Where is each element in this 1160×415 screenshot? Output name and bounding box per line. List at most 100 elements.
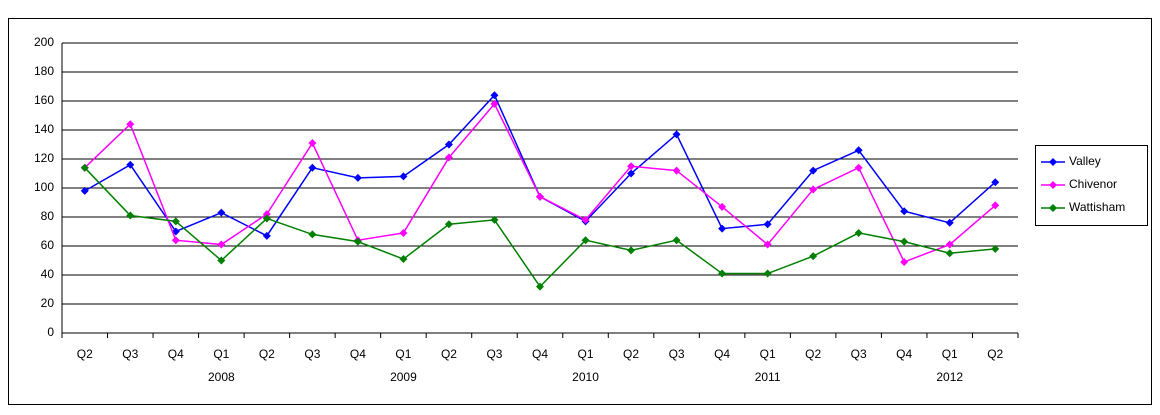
data-point xyxy=(945,218,954,227)
x-tick-label: Q2 xyxy=(623,347,639,361)
data-point xyxy=(217,256,226,265)
data-point xyxy=(672,130,681,139)
data-point xyxy=(80,186,89,195)
legend-marker xyxy=(1049,204,1057,212)
data-point xyxy=(763,269,772,278)
data-point xyxy=(444,140,453,149)
data-point xyxy=(718,224,727,233)
x-tick-label: Q2 xyxy=(77,347,93,361)
data-point xyxy=(581,236,590,245)
year-label: 2011 xyxy=(755,370,781,384)
year-label: 2008 xyxy=(208,370,235,384)
data-point xyxy=(490,99,499,108)
y-tick-label: 20 xyxy=(41,296,55,310)
y-tick-label: 200 xyxy=(34,35,54,49)
data-point xyxy=(171,217,180,226)
x-tick-label: Q4 xyxy=(168,347,184,361)
data-point xyxy=(627,246,636,255)
data-point xyxy=(80,163,89,172)
y-tick-label: 0 xyxy=(47,325,54,339)
legend-label: Valley xyxy=(1069,154,1101,168)
year-label: 2009 xyxy=(390,370,417,384)
x-tick-label: Q4 xyxy=(714,347,730,361)
y-tick-label: 160 xyxy=(34,93,54,107)
data-point xyxy=(900,207,909,216)
legend-marker xyxy=(1049,158,1057,166)
x-tick-label: Q2 xyxy=(259,347,275,361)
data-point xyxy=(854,146,863,155)
x-tick-label: Q3 xyxy=(669,347,685,361)
x-tick-label: Q2 xyxy=(987,347,1003,361)
data-point xyxy=(308,139,317,148)
data-point xyxy=(991,201,1000,210)
x-tick-label: Q2 xyxy=(441,347,457,361)
data-point xyxy=(399,255,408,264)
data-point xyxy=(399,228,408,237)
data-point xyxy=(672,236,681,245)
data-point xyxy=(126,120,135,129)
x-tick-label: Q1 xyxy=(578,347,594,361)
data-point xyxy=(444,153,453,162)
year-label: 2010 xyxy=(572,370,599,384)
data-point xyxy=(490,91,499,100)
y-tick-label: 80 xyxy=(41,209,55,223)
data-point xyxy=(627,162,636,171)
x-tick-label: Q1 xyxy=(395,347,411,361)
x-tick-label: Q4 xyxy=(350,347,366,361)
data-point xyxy=(444,220,453,229)
data-point xyxy=(718,269,727,278)
data-point xyxy=(627,169,636,178)
data-point xyxy=(718,202,727,211)
x-tick-label: Q3 xyxy=(486,347,502,361)
data-point xyxy=(171,236,180,245)
data-point xyxy=(217,240,226,249)
data-point xyxy=(217,208,226,217)
x-tick-label: Q3 xyxy=(304,347,320,361)
data-point xyxy=(262,214,271,223)
data-point xyxy=(809,185,818,194)
x-tick-label: Q1 xyxy=(942,347,958,361)
x-tick-label: Q1 xyxy=(213,347,229,361)
y-tick-label: 40 xyxy=(41,267,55,281)
data-point xyxy=(763,240,772,249)
data-point xyxy=(991,244,1000,253)
y-tick-label: 180 xyxy=(34,64,54,78)
data-point xyxy=(536,192,544,201)
x-tick-label: Q3 xyxy=(851,347,867,361)
data-point xyxy=(536,282,544,291)
x-tick-label: Q3 xyxy=(122,347,138,361)
data-point xyxy=(308,163,317,172)
y-tick-label: 100 xyxy=(34,180,54,194)
chart-frame xyxy=(8,18,1152,405)
data-point xyxy=(126,211,135,220)
year-label: 2012 xyxy=(936,370,963,384)
legend-label: Chivenor xyxy=(1069,177,1117,191)
data-point xyxy=(763,220,772,229)
data-point xyxy=(308,230,317,239)
y-tick-label: 120 xyxy=(34,151,54,165)
data-point xyxy=(854,163,863,172)
data-point xyxy=(900,257,909,266)
y-tick-label: 60 xyxy=(41,238,55,252)
legend-marker xyxy=(1049,181,1057,189)
data-point xyxy=(900,237,909,246)
data-point xyxy=(126,160,135,169)
legend-label: Wattisham xyxy=(1069,200,1125,214)
data-point xyxy=(262,231,271,240)
data-point xyxy=(809,166,818,175)
data-point xyxy=(353,173,362,182)
data-point xyxy=(854,228,863,237)
data-point xyxy=(399,172,408,181)
x-tick-label: Q4 xyxy=(532,347,548,361)
data-point xyxy=(945,240,954,249)
x-tick-label: Q4 xyxy=(896,347,912,361)
data-point xyxy=(490,215,499,224)
data-point xyxy=(945,249,954,258)
x-tick-label: Q1 xyxy=(760,347,776,361)
data-point xyxy=(991,178,1000,187)
data-point xyxy=(809,252,818,261)
data-point xyxy=(353,237,362,246)
data-point xyxy=(581,215,590,224)
